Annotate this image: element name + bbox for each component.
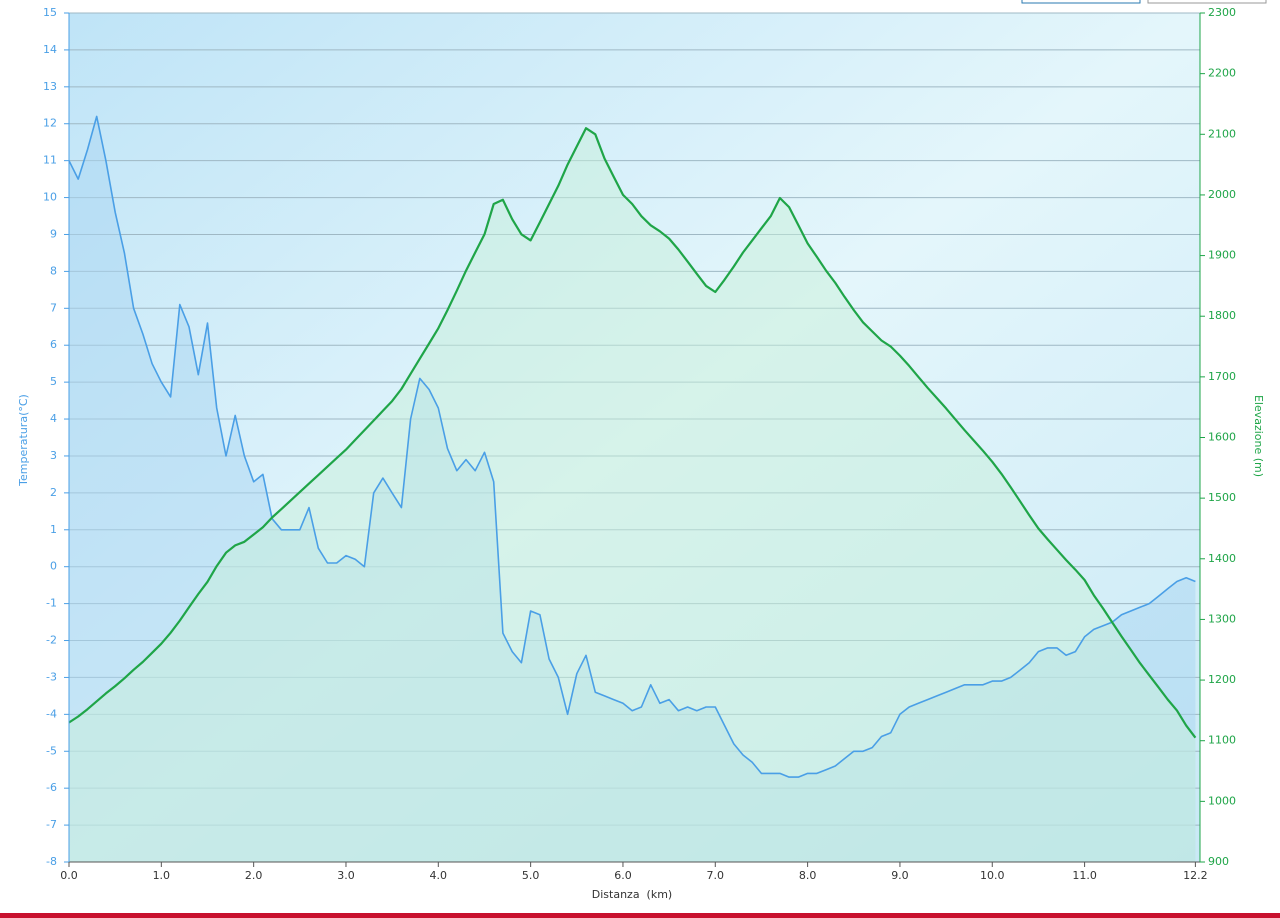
- y-tick-label: 10: [43, 191, 57, 204]
- x-tick-label: 7.0: [707, 869, 725, 882]
- x-tick-label: 5.0: [522, 869, 540, 882]
- y-tick-label: 9: [50, 227, 57, 240]
- x-tick-label: 8.0: [799, 869, 817, 882]
- y-tick-label: -5: [46, 744, 57, 757]
- y-tick-label: 14: [43, 43, 57, 56]
- bottom-bar: [0, 913, 1280, 918]
- y2-tick-label: 2000: [1208, 188, 1236, 201]
- y2-tick-label: 1400: [1208, 552, 1236, 565]
- y-tick-label: 12: [43, 117, 57, 130]
- y-tick-label: 1: [50, 523, 57, 536]
- y2-tick-label: 1600: [1208, 431, 1236, 444]
- lines: [68, 115, 1197, 778]
- y2-tick-label: 900: [1208, 855, 1229, 868]
- y-tick-label: 6: [50, 338, 57, 351]
- x-tick-label: 1.0: [153, 869, 171, 882]
- y-tick-label: -4: [46, 707, 57, 720]
- x-tick-label: 6.0: [614, 869, 632, 882]
- y-tick-label: -7: [46, 818, 57, 831]
- x-tick-label: 2.0: [245, 869, 263, 882]
- y2-axis-label: Elevazione (m): [1252, 395, 1265, 477]
- toolbar-button[interactable]: [1021, 0, 1141, 4]
- y-tick-label: 7: [50, 301, 57, 314]
- y2-tick-label: 2200: [1208, 67, 1236, 80]
- x-tick-label: 11.0: [1072, 869, 1097, 882]
- y-tick-label: -6: [46, 781, 57, 794]
- line: [68, 115, 1196, 778]
- y-tick-label: 4: [50, 412, 57, 425]
- y2-tick-label: 1500: [1208, 491, 1236, 504]
- y2-tick-label: 1300: [1208, 612, 1236, 625]
- areas: [69, 116, 1196, 862]
- line: [68, 127, 1197, 739]
- axes: -8-7-6-5-4-3-2-1012345678910111213141590…: [43, 6, 1236, 882]
- y-axis-label: Temperatura(°C): [17, 394, 30, 487]
- y2-tick-label: 1200: [1208, 673, 1236, 686]
- x-axis-label: Distanza (km): [592, 888, 672, 901]
- x-tick-label: 10.0: [980, 869, 1005, 882]
- y-tick-label: 3: [50, 449, 57, 462]
- y-tick-label: 5: [50, 375, 57, 388]
- y-tick-label: -3: [46, 670, 57, 683]
- y-tick-label: -2: [46, 634, 57, 647]
- y-tick-label: 0: [50, 560, 57, 573]
- y-tick-label: -8: [46, 855, 57, 868]
- y2-tick-label: 2300: [1208, 6, 1236, 19]
- y-tick-label: -1: [46, 597, 57, 610]
- toolbar-button[interactable]: [1147, 0, 1267, 4]
- y-tick-label: 13: [43, 80, 57, 93]
- y2-tick-label: 1800: [1208, 309, 1236, 322]
- y-tick-label: 11: [43, 154, 57, 167]
- x-tick-label: 12.2: [1183, 869, 1208, 882]
- y-tick-label: 8: [50, 264, 57, 277]
- y-tick-label: 15: [43, 6, 57, 19]
- y2-tick-label: 1700: [1208, 370, 1236, 383]
- y2-tick-label: 1100: [1208, 734, 1236, 747]
- x-tick-label: 0.0: [60, 869, 78, 882]
- x-tick-label: 4.0: [430, 869, 448, 882]
- y2-tick-label: 1000: [1208, 794, 1236, 807]
- area: [69, 128, 1196, 862]
- y2-tick-label: 1900: [1208, 249, 1236, 262]
- y-tick-label: 2: [50, 486, 57, 499]
- x-tick-label: 9.0: [891, 869, 909, 882]
- x-tick-label: 3.0: [337, 869, 355, 882]
- y2-tick-label: 2100: [1208, 127, 1236, 140]
